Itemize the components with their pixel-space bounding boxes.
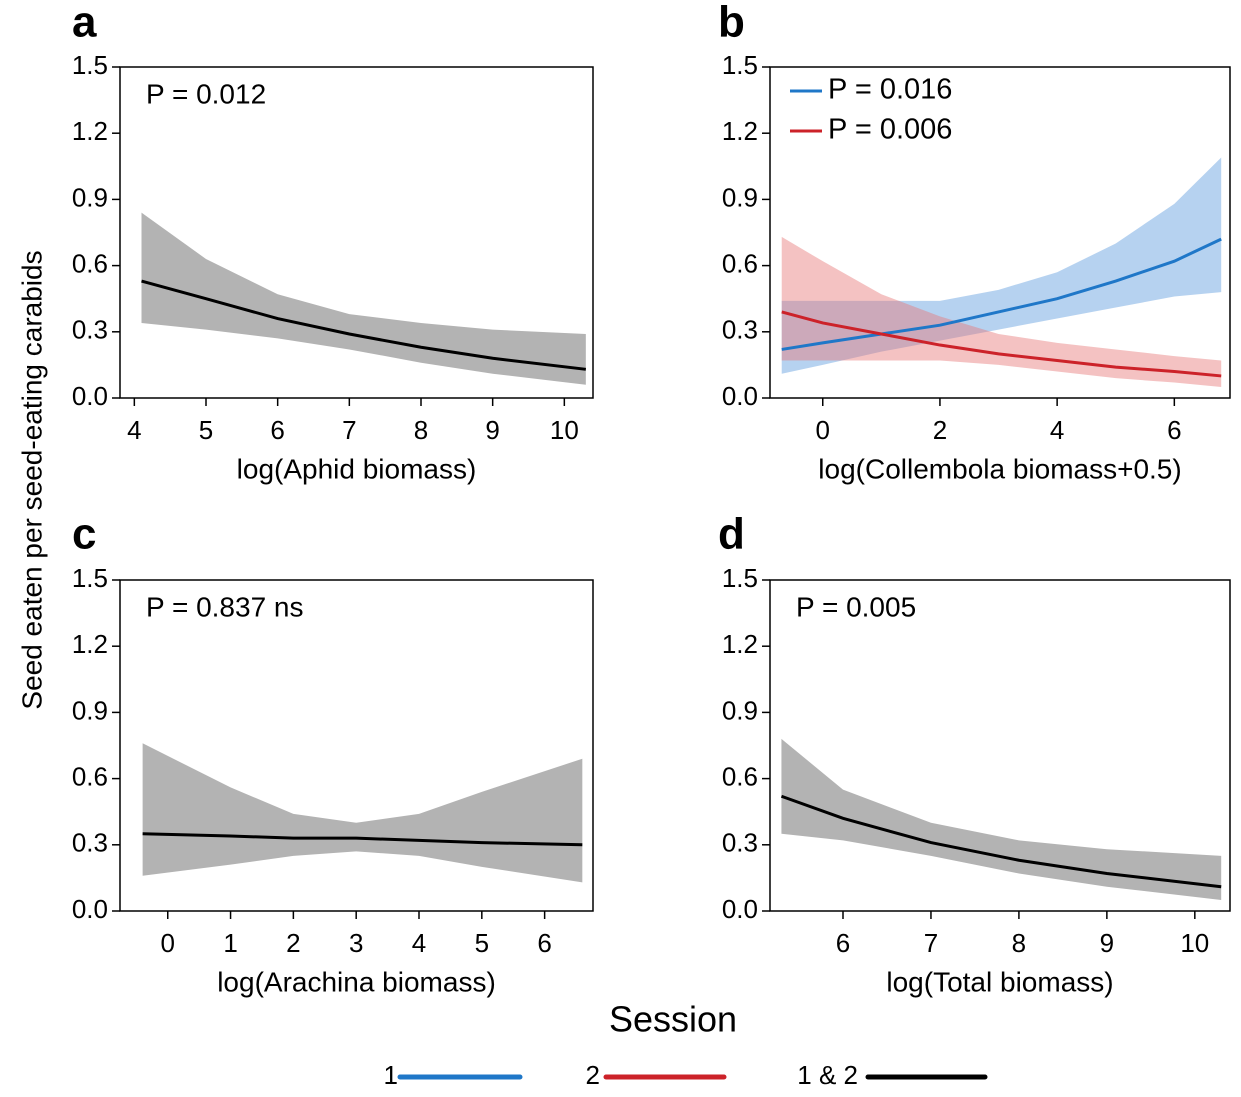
- panel-letter: a: [72, 0, 97, 47]
- y-tick-label: 1.5: [722, 563, 758, 593]
- x-tick-label: 6: [836, 928, 850, 958]
- x-tick-label: 7: [342, 415, 356, 445]
- y-tick-label: 0.6: [72, 248, 108, 278]
- y-tick-label: 1.5: [72, 50, 108, 80]
- p-value-annotation: P = 0.005: [796, 591, 916, 622]
- x-tick-label: 5: [475, 928, 489, 958]
- x-tick-label: 4: [127, 415, 141, 445]
- y-tick-label: 0.9: [72, 182, 108, 212]
- x-tick-label: 9: [485, 415, 499, 445]
- confidence-band: [142, 743, 583, 883]
- panel-letter: b: [718, 0, 745, 47]
- y-tick-label: 1.5: [722, 50, 758, 80]
- y-tick-label: 0.6: [722, 248, 758, 278]
- y-tick-label: 0.6: [72, 761, 108, 791]
- panel-letter: c: [72, 510, 96, 559]
- x-tick-label: 4: [412, 928, 426, 958]
- x-axis-label: log(Arachina biomass): [217, 966, 496, 997]
- fit-line: [141, 279, 587, 371]
- y-tick-label: 0.9: [72, 695, 108, 725]
- y-axis-label: Seed eaten per seed-eating carabids: [16, 250, 47, 709]
- fit-line: [142, 832, 583, 847]
- fit-line: [781, 237, 1222, 351]
- panel-letter: d: [718, 510, 745, 559]
- y-tick-label: 0.0: [72, 894, 108, 924]
- confidence-band: [141, 212, 586, 385]
- p-value-annotation: P = 0.837 ns: [146, 591, 304, 622]
- y-tick-label: 0.0: [722, 381, 758, 411]
- confidence-band: [781, 157, 1222, 374]
- x-tick-label: 6: [1167, 415, 1181, 445]
- x-tick-label: 4: [1050, 415, 1064, 445]
- x-axis-label: log(Total biomass): [886, 966, 1113, 997]
- legend-title: Session: [609, 999, 737, 1040]
- fit-line: [780, 794, 1222, 889]
- y-tick-label: 1.2: [72, 116, 108, 146]
- x-tick-label: 6: [537, 928, 551, 958]
- y-tick-label: 0.3: [722, 315, 758, 345]
- y-tick-label: 0.6: [722, 761, 758, 791]
- x-tick-label: 2: [933, 415, 947, 445]
- x-tick-label: 9: [1100, 928, 1114, 958]
- y-tick-label: 0.3: [72, 828, 108, 858]
- y-tick-label: 1.2: [722, 629, 758, 659]
- y-tick-label: 0.9: [722, 695, 758, 725]
- x-tick-label: 3: [349, 928, 363, 958]
- x-tick-label: 0: [161, 928, 175, 958]
- y-tick-label: 1.2: [722, 116, 758, 146]
- legend-label: 2: [586, 1060, 600, 1090]
- x-tick-label: 5: [199, 415, 213, 445]
- legend-label: P = 0.006: [828, 114, 952, 146]
- y-tick-label: 0.9: [722, 182, 758, 212]
- legend-label: 1 & 2: [797, 1060, 858, 1090]
- plot-frame: [769, 66, 1231, 399]
- y-tick-label: 0.0: [722, 894, 758, 924]
- y-tick-label: 1.2: [72, 629, 108, 659]
- legend-label: P = 0.016: [828, 74, 952, 106]
- x-tick-label: 0: [816, 415, 830, 445]
- y-tick-label: 0.0: [72, 381, 108, 411]
- y-tick-label: 0.3: [722, 828, 758, 858]
- plot-frame: [769, 579, 1231, 912]
- confidence-band: [781, 236, 1222, 387]
- x-axis-label: log(Collembola biomass+0.5): [818, 453, 1181, 484]
- y-tick-label: 0.3: [72, 315, 108, 345]
- fit-line: [781, 310, 1222, 378]
- x-tick-label: 8: [1012, 928, 1026, 958]
- x-tick-label: 10: [1180, 928, 1209, 958]
- y-tick-label: 1.5: [72, 563, 108, 593]
- x-tick-label: 2: [286, 928, 300, 958]
- plot-frame: [119, 66, 594, 399]
- p-value-annotation: P = 0.012: [146, 78, 266, 109]
- x-axis-label: log(Aphid biomass): [237, 453, 477, 484]
- legend-label: 1: [384, 1060, 398, 1090]
- confidence-band: [781, 738, 1222, 900]
- x-tick-label: 1: [223, 928, 237, 958]
- x-tick-label: 7: [924, 928, 938, 958]
- x-tick-label: 10: [550, 415, 579, 445]
- x-tick-label: 6: [270, 415, 284, 445]
- x-tick-label: 8: [414, 415, 428, 445]
